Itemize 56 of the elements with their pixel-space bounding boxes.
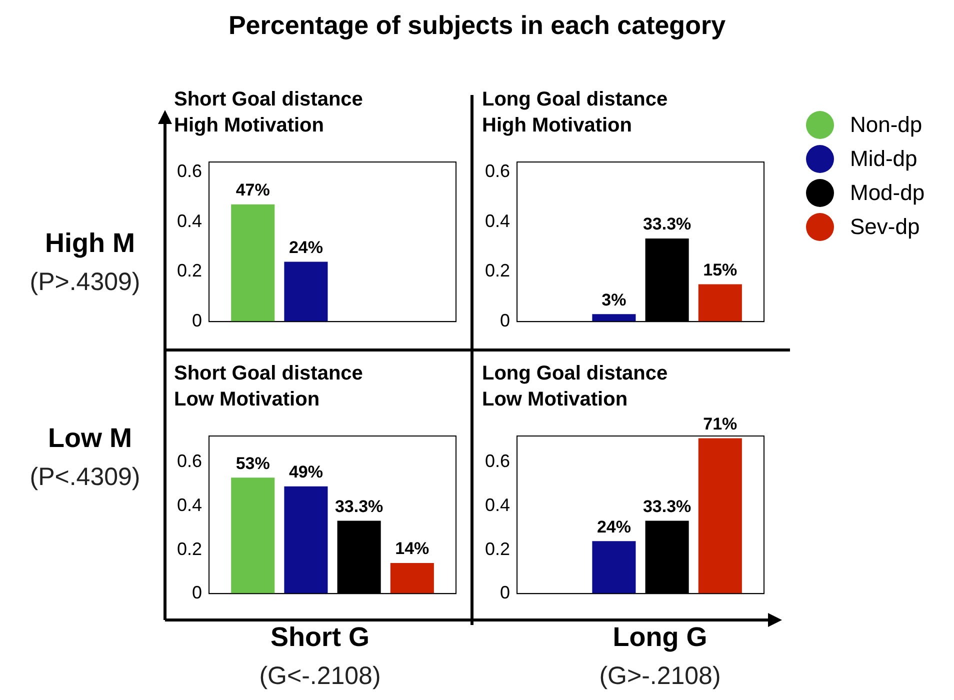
chart-subtitle: High Motivation	[482, 114, 632, 137]
y-tick-label: 0.6	[176, 451, 202, 472]
data-label: 47%	[236, 180, 270, 200]
y-tick-label: 0.2	[176, 260, 202, 281]
data-label: 33.3%	[642, 214, 692, 234]
bar	[592, 314, 636, 322]
legend-label: Non-dp	[850, 112, 922, 138]
chart-subtitle: Low Motivation	[482, 388, 628, 411]
y-tick-label: 0.2	[176, 538, 202, 559]
y-tick-label: 0.4	[176, 495, 202, 516]
text: (G>-.2108)	[598, 662, 722, 691]
y-tick-label: 0.4	[176, 210, 202, 231]
bar	[698, 438, 742, 594]
text: High M	[45, 228, 135, 258]
y-tick-label: 0	[192, 310, 202, 331]
legend-label: Sev-dp	[850, 214, 920, 240]
data-label: 24%	[288, 238, 323, 257]
text: Long G	[612, 622, 708, 653]
data-label: 33.3%	[334, 496, 384, 516]
bar	[698, 284, 742, 322]
y-tick-label: 0.4	[484, 495, 510, 516]
y-tick-label: 0	[500, 310, 510, 331]
chart-subtitle: Low Motivation	[174, 388, 320, 411]
data-label: 49%	[288, 462, 323, 482]
legend-label: Mid-dp	[850, 146, 918, 172]
text: (P<.4309)	[28, 463, 142, 492]
data-label: 15%	[703, 260, 738, 280]
chart-title: Short Goal distance	[174, 362, 363, 385]
legend-label: Mod-dp	[850, 180, 925, 206]
data-label: 53%	[236, 454, 270, 473]
data-label: 14%	[395, 539, 430, 558]
y-tick-label: 0	[192, 582, 202, 603]
text: (G<-.2108)	[258, 662, 382, 691]
data-label: 71%	[703, 414, 738, 434]
chart-title: Long Goal distance	[482, 88, 668, 111]
text: Short G	[270, 622, 370, 653]
data-label: 24%	[596, 517, 631, 536]
y-tick-label: 0.6	[484, 160, 510, 181]
text: Percentage of subjects in each category	[227, 10, 727, 41]
y-tick-label: 0.6	[484, 451, 510, 472]
data-label: 3%	[602, 290, 626, 310]
text: Low M	[48, 423, 132, 453]
y-tick-label: 0.6	[176, 160, 202, 181]
y-tick-label: 0.2	[484, 260, 510, 281]
chart-title: Long Goal distance	[482, 362, 668, 385]
y-tick-label: 0.2	[484, 538, 510, 559]
data-label: 33.3%	[642, 496, 692, 516]
text: (P>.4309)	[28, 268, 142, 297]
bar	[592, 541, 636, 594]
chart-title: Short Goal distance	[174, 88, 363, 111]
chart-subtitle: High Motivation	[174, 114, 324, 137]
y-tick-label: 0.4	[484, 210, 510, 231]
bar	[231, 478, 275, 594]
bar	[390, 562, 434, 594]
y-tick-label: 0	[500, 582, 510, 603]
bar	[284, 486, 328, 594]
